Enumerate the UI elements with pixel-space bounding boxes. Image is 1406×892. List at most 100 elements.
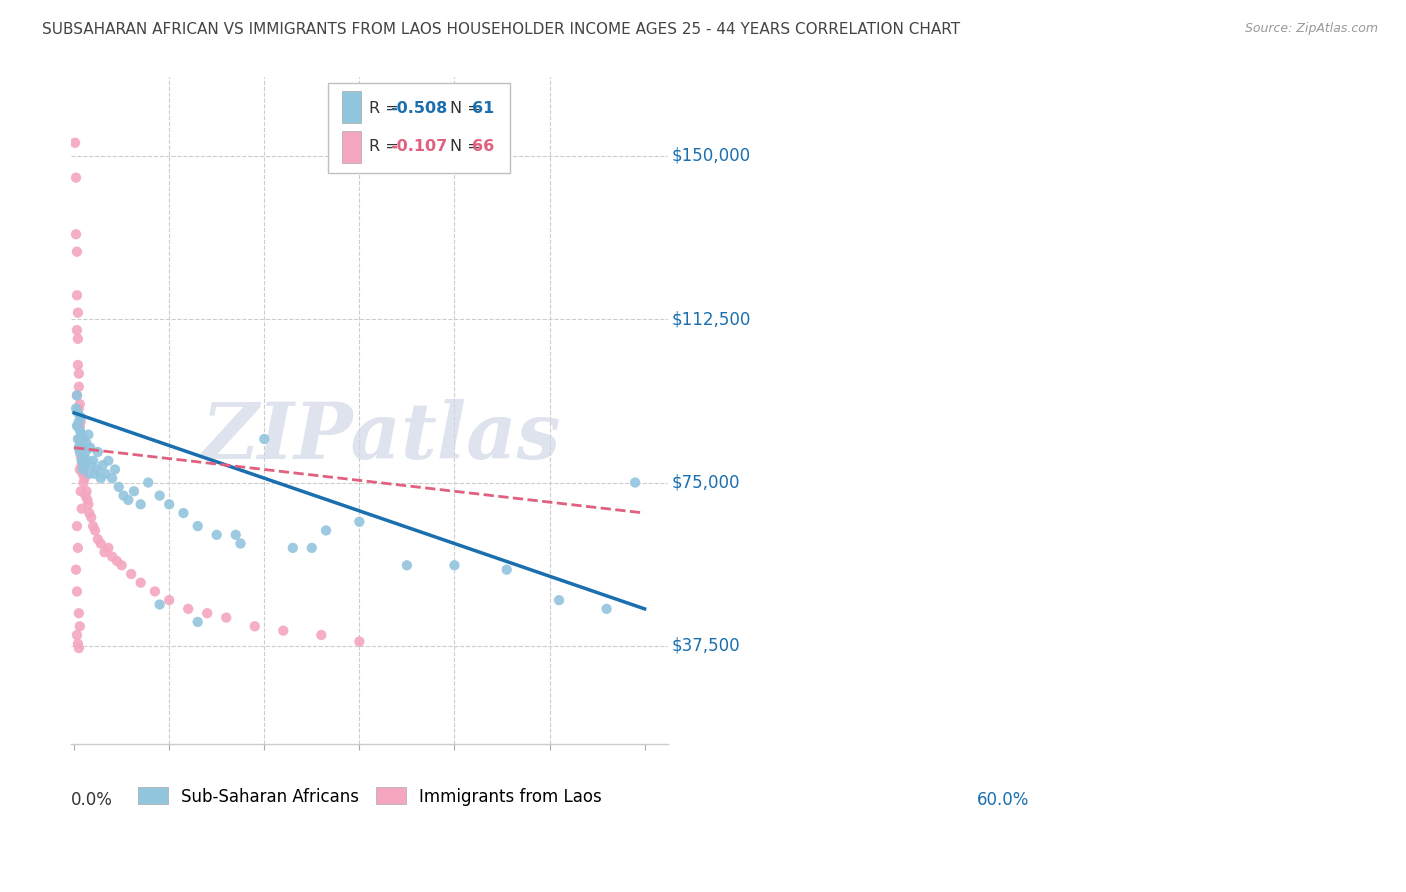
Point bbox=[75, 436, 97, 450]
Point bbox=[72, 441, 94, 455]
Point bbox=[80, 510, 103, 524]
Point bbox=[157, 497, 180, 511]
Point bbox=[495, 563, 517, 577]
Point bbox=[69, 397, 91, 411]
Point bbox=[69, 484, 91, 499]
Point bbox=[72, 454, 94, 468]
Point bbox=[69, 432, 91, 446]
Point bbox=[97, 454, 120, 468]
Point bbox=[69, 418, 91, 433]
Point bbox=[66, 628, 89, 642]
Text: SUBSAHARAN AFRICAN VS IMMIGRANTS FROM LAOS HOUSEHOLDER INCOME AGES 25 - 44 YEARS: SUBSAHARAN AFRICAN VS IMMIGRANTS FROM LA… bbox=[42, 22, 960, 37]
Point bbox=[76, 493, 98, 508]
Point bbox=[101, 549, 124, 564]
Point bbox=[69, 423, 91, 437]
Point bbox=[67, 401, 90, 416]
Point bbox=[349, 515, 371, 529]
Point bbox=[72, 462, 94, 476]
Point bbox=[66, 584, 89, 599]
Point bbox=[253, 432, 276, 446]
Point bbox=[82, 519, 104, 533]
Point bbox=[67, 441, 90, 455]
Point bbox=[129, 575, 152, 590]
Point bbox=[65, 563, 87, 577]
Point bbox=[75, 489, 97, 503]
Text: -0.107: -0.107 bbox=[389, 138, 447, 153]
Legend: Sub-Saharan Africans, Immigrants from Laos: Sub-Saharan Africans, Immigrants from La… bbox=[131, 780, 609, 813]
Point bbox=[105, 554, 128, 568]
Point bbox=[72, 475, 94, 490]
Point bbox=[187, 519, 209, 533]
Point bbox=[67, 606, 90, 620]
FancyBboxPatch shape bbox=[328, 83, 510, 173]
Point bbox=[595, 602, 617, 616]
Point bbox=[67, 380, 90, 394]
Point bbox=[205, 528, 228, 542]
Point bbox=[349, 634, 371, 648]
Point bbox=[66, 418, 89, 433]
Point bbox=[75, 484, 97, 499]
Point bbox=[243, 619, 266, 633]
Text: ZIPatlas: ZIPatlas bbox=[202, 399, 561, 475]
Point bbox=[315, 524, 337, 538]
Text: 61: 61 bbox=[472, 101, 494, 116]
Point bbox=[80, 458, 103, 472]
Point bbox=[66, 388, 89, 402]
Point bbox=[70, 432, 93, 446]
Point bbox=[69, 450, 91, 464]
Point bbox=[66, 519, 89, 533]
Point bbox=[225, 528, 247, 542]
Point bbox=[311, 628, 333, 642]
Point bbox=[87, 445, 110, 459]
Point bbox=[215, 610, 238, 624]
Point bbox=[70, 427, 93, 442]
Point bbox=[70, 501, 93, 516]
Text: R =: R = bbox=[368, 138, 404, 153]
Point bbox=[70, 458, 93, 472]
Text: N =: N = bbox=[450, 138, 485, 153]
Point bbox=[87, 532, 110, 546]
Point bbox=[112, 489, 135, 503]
Point bbox=[66, 637, 89, 651]
Text: 60.0%: 60.0% bbox=[977, 790, 1029, 808]
Point bbox=[129, 497, 152, 511]
Point bbox=[86, 462, 108, 476]
Point bbox=[73, 458, 96, 472]
Point bbox=[66, 418, 89, 433]
Text: Source: ZipAtlas.com: Source: ZipAtlas.com bbox=[1244, 22, 1378, 36]
Point bbox=[72, 467, 94, 481]
Point bbox=[177, 602, 200, 616]
Point bbox=[111, 558, 134, 573]
Text: $75,000: $75,000 bbox=[672, 474, 740, 491]
Point bbox=[65, 227, 87, 242]
Point bbox=[66, 306, 89, 320]
Point bbox=[72, 458, 94, 472]
Point bbox=[143, 584, 166, 599]
Point bbox=[136, 475, 159, 490]
Point bbox=[66, 406, 89, 420]
Point bbox=[82, 454, 104, 468]
Point bbox=[107, 480, 129, 494]
Point bbox=[301, 541, 323, 555]
Point bbox=[172, 506, 194, 520]
Point bbox=[117, 493, 139, 508]
Point bbox=[157, 593, 180, 607]
Point bbox=[66, 244, 89, 259]
Text: 0.0%: 0.0% bbox=[72, 790, 112, 808]
Point bbox=[69, 445, 91, 459]
Point bbox=[149, 598, 172, 612]
Point bbox=[69, 462, 91, 476]
Point bbox=[63, 136, 86, 150]
Text: -0.508: -0.508 bbox=[389, 101, 447, 116]
Point bbox=[77, 427, 100, 442]
Point bbox=[67, 441, 90, 455]
Point bbox=[76, 454, 98, 468]
Point bbox=[69, 410, 91, 425]
Point bbox=[72, 432, 94, 446]
Point bbox=[84, 467, 107, 481]
Point bbox=[79, 467, 101, 481]
Point bbox=[187, 615, 209, 629]
Point bbox=[65, 401, 87, 416]
Point bbox=[91, 458, 114, 472]
Point bbox=[84, 524, 107, 538]
